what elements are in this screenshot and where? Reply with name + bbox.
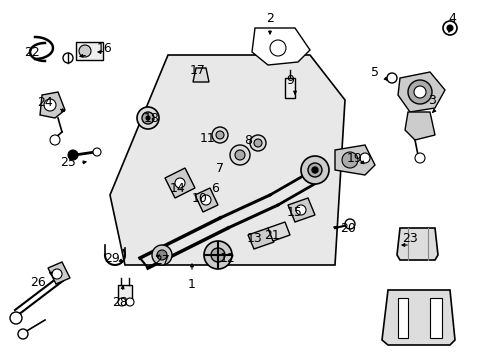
Circle shape [341,152,357,168]
Circle shape [126,298,134,306]
Polygon shape [76,42,103,60]
Text: 10: 10 [192,192,207,204]
Polygon shape [251,28,309,65]
Polygon shape [397,72,444,112]
Polygon shape [247,228,273,249]
Circle shape [229,145,249,165]
Circle shape [63,53,73,63]
Circle shape [235,150,244,160]
Circle shape [307,163,321,177]
Text: 21: 21 [264,229,279,242]
Text: 6: 6 [211,181,219,194]
Text: 8: 8 [244,134,251,147]
Polygon shape [118,285,132,302]
Text: 19: 19 [346,152,362,165]
Polygon shape [164,168,195,198]
Polygon shape [287,198,314,222]
Circle shape [52,269,62,279]
Polygon shape [397,298,407,338]
Polygon shape [40,92,65,118]
Circle shape [386,73,396,83]
Text: 20: 20 [339,221,355,234]
Circle shape [269,40,285,56]
Circle shape [142,112,154,124]
Text: 13: 13 [246,231,263,244]
Circle shape [253,139,262,147]
Text: 22: 22 [24,45,40,59]
Circle shape [414,153,424,163]
Circle shape [18,329,28,339]
Circle shape [175,178,184,188]
Text: 27: 27 [154,253,170,266]
Text: 5: 5 [370,66,378,78]
Circle shape [68,150,78,160]
Text: 25: 25 [60,156,76,168]
Text: 28: 28 [112,296,128,309]
Polygon shape [193,68,208,82]
Polygon shape [285,78,294,98]
Polygon shape [110,55,345,265]
Circle shape [44,99,56,111]
Circle shape [359,153,369,163]
Text: 17: 17 [190,63,205,77]
Circle shape [311,167,317,173]
Circle shape [442,21,456,35]
Polygon shape [48,262,70,284]
Text: 16: 16 [97,41,113,54]
Circle shape [118,298,126,306]
Circle shape [413,86,425,98]
Text: 23: 23 [401,231,417,244]
Circle shape [301,156,328,184]
Polygon shape [404,112,434,140]
Text: 29: 29 [104,252,120,265]
Circle shape [201,195,210,205]
Circle shape [407,80,431,104]
Polygon shape [429,298,441,338]
Circle shape [10,312,22,324]
Polygon shape [195,188,218,212]
Circle shape [249,135,265,151]
Circle shape [212,127,227,143]
Text: 2: 2 [265,12,273,24]
Text: 1: 1 [188,279,196,292]
Circle shape [203,241,231,269]
Circle shape [50,135,60,145]
Circle shape [446,25,452,31]
Text: 11: 11 [200,131,215,144]
Text: 18: 18 [144,112,160,125]
Circle shape [79,45,91,57]
Text: 15: 15 [286,206,303,219]
Polygon shape [396,228,437,260]
Text: 26: 26 [30,275,46,288]
Circle shape [216,131,224,139]
Text: 24: 24 [37,95,53,108]
Text: 4: 4 [447,12,455,24]
Text: 9: 9 [285,73,293,86]
Polygon shape [267,222,289,241]
Circle shape [157,250,167,260]
Circle shape [152,245,172,265]
Text: 12: 12 [220,252,235,265]
Text: 3: 3 [427,94,435,107]
Circle shape [93,148,101,156]
Polygon shape [381,290,454,345]
Circle shape [137,107,159,129]
Text: 14: 14 [170,181,185,194]
Circle shape [295,205,305,215]
Circle shape [345,219,354,229]
Circle shape [146,116,150,120]
Text: 7: 7 [216,162,224,175]
Circle shape [210,248,224,262]
Polygon shape [334,145,374,175]
